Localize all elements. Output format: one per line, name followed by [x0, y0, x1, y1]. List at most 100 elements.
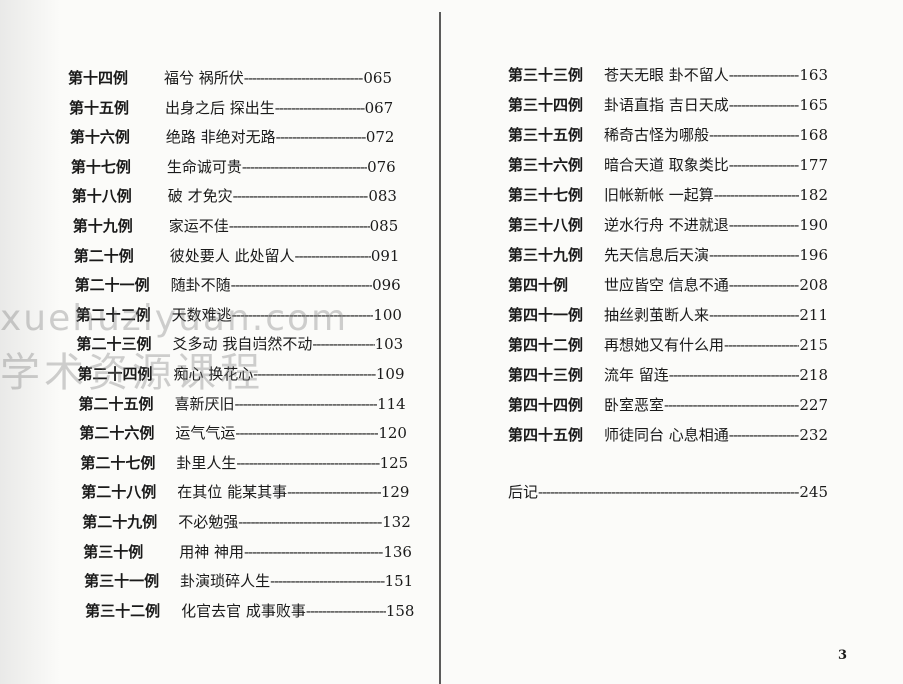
leader-dashes: ----------------------------------------…	[305, 601, 386, 620]
entry-page: 190	[799, 216, 828, 234]
leader-dashes: ----------------------------------------…	[243, 542, 383, 561]
leader-dashes: ----------------------------------------…	[312, 335, 375, 354]
entry-title: 化官去官 成事败事	[181, 601, 306, 620]
leader-dashes: ----------------------------------------…	[664, 396, 800, 414]
entry-title: 出身之后 探出生	[164, 98, 275, 117]
toc-entry: 第三十八例 逆水行舟 不进就退--------------------------…	[508, 216, 828, 234]
entry-number: 第二十五例	[78, 394, 154, 413]
entry-number: 第四十例	[508, 276, 569, 294]
entry-title: 福兮 祸所伏	[164, 69, 244, 87]
toc-entry: 第三十七例 旧帐新帐 一起算---------------------------…	[508, 186, 828, 204]
toc-entry: 第十八例 破 才免灾 -------------------------------…	[72, 187, 397, 205]
entry-title: 师徒同台 心息相通	[604, 426, 729, 444]
entry-title: 卧室恶室	[604, 396, 665, 414]
entry-page: 218	[799, 366, 828, 384]
entry-number: 第二十二例	[75, 305, 151, 324]
entry-page: 211	[799, 306, 828, 324]
entry-page: 109	[375, 365, 405, 383]
entry-page: 232	[799, 426, 828, 444]
entry-number: 第四十一例	[508, 306, 584, 324]
leader-dashes: ----------------------------------------…	[724, 336, 799, 354]
toc-entry: 第三十九例 先天信息后天演----------------------------…	[508, 246, 828, 264]
toc-entry: 第三十五例 稀奇古怪为哪般----------------------------…	[508, 126, 828, 144]
entry-number: 第三十例	[83, 542, 144, 561]
toc-entry: 第二十四例 痴心 换花心 -----------------------------…	[78, 365, 405, 383]
leader-dashes: ----------------------------------------…	[287, 483, 381, 502]
leader-dashes: ----------------------------------------…	[241, 157, 368, 176]
toc-entry: 第四十一例 抽丝剥茧断人来----------------------------…	[508, 306, 828, 324]
entry-page: 215	[799, 336, 828, 354]
entry-title: 再想她又有什么用	[604, 336, 725, 354]
toc-entry: 第十五例 出身之后 探出生----------------------------…	[69, 99, 393, 117]
leader-dashes: ----------------------------------------…	[709, 246, 799, 264]
leader-dashes: ----------------------------------------…	[709, 306, 799, 324]
entry-title: 不必勉强	[178, 513, 239, 531]
toc-entry: 第二十七例 卦里人生 -------------------------------…	[80, 454, 408, 472]
entry-page: 168	[799, 126, 828, 144]
entry-title: 旧帐新帐 一起算	[604, 186, 714, 204]
leader-dashes: ----------------------------------------…	[238, 513, 382, 531]
leader-dashes: ----------------------------------------…	[728, 96, 800, 114]
entry-page: 072	[365, 128, 395, 147]
entry-page: 182	[799, 186, 828, 204]
entry-number: 第二十一例	[74, 276, 150, 295]
entry-number: 第三十六例	[508, 156, 584, 174]
leader-dashes: ----------------------------------------…	[230, 276, 372, 295]
entry-number: 第二十三例	[76, 335, 152, 354]
entry-number: 第二十六例	[79, 424, 155, 443]
toc-entry: 第三十二例 化官去官 成事败事--------------------------…	[85, 602, 414, 620]
leader-dashes: ----------------------------------------…	[228, 217, 370, 235]
entry-title: 抽丝剥茧断人来	[604, 306, 710, 324]
toc-entry: 第四十四例 卧室恶室 -------------------------------…	[508, 396, 828, 414]
toc-entry: 第三十三例 苍天无眼 卦不留人--------------------------…	[508, 66, 828, 84]
entry-number: 第二十四例	[77, 365, 153, 383]
entry-title: 卦里人生	[176, 453, 237, 472]
leader-dashes: ----------------------------------------…	[270, 572, 385, 591]
leader-dashes: ----------------------------------------…	[275, 128, 366, 147]
entry-page: 096	[372, 276, 401, 295]
entry-title: 卦语直指 吉日天成	[604, 96, 729, 114]
entry-title: 苍天无眼 卦不留人	[604, 66, 729, 84]
entry-title: 在其位 能某其事	[177, 483, 288, 502]
leader-dashes: ----------------------------------------…	[232, 187, 369, 206]
entry-number: 第十六例	[69, 128, 130, 147]
entry-page: 151	[384, 572, 414, 591]
entry-title: 卦演琐碎人生	[180, 572, 271, 591]
entry-title: 家运不佳	[168, 217, 229, 235]
entry-number: 第四十二例	[508, 336, 584, 354]
entry-number: 第三十九例	[508, 246, 584, 264]
toc-entry-afterword: 后记 -------------------------------------…	[508, 483, 828, 501]
entry-number: 第二十例	[73, 246, 134, 265]
entry-number: 第十四例	[68, 69, 129, 87]
entry-number: 第十七例	[70, 157, 131, 176]
entry-page: 103	[374, 335, 404, 354]
leader-dashes: ----------------------------------------…	[728, 276, 800, 294]
leader-dashes: ----------------------------------------…	[709, 126, 799, 144]
entry-title: 世应皆空 信息不通	[604, 276, 729, 294]
toc-entry: 第十四例 福兮 祸所伏------------------------------…	[68, 69, 392, 87]
entry-page: 163	[799, 66, 828, 84]
page-gutter-divider	[439, 12, 441, 684]
toc-entry: 第二十五例 喜新厌旧 -------------------------------…	[78, 395, 405, 413]
entry-page: 196	[799, 246, 828, 264]
entry-page: 085	[369, 217, 399, 235]
leader-dashes: ----------------------------------------…	[235, 424, 378, 443]
toc-entry: 第三十例 用神 神用 -------------------------------…	[83, 543, 412, 561]
toc-entry: 第二十三例 爻多动 我自岿然不动-------------------------…	[77, 335, 404, 353]
entry-number: 第四十五例	[508, 426, 584, 444]
entry-page: 114	[377, 394, 406, 413]
entry-title: 生命诚可贵	[166, 157, 242, 176]
entry-page: 227	[799, 396, 828, 414]
entry-number: 第三十八例	[508, 216, 584, 234]
toc-entry: 第十七例 生命诚可贵 -------------------------------…	[71, 158, 396, 176]
entry-page: 076	[367, 157, 396, 176]
entry-title: 用神 神用	[179, 542, 244, 561]
entry-number: 第二十九例	[82, 513, 158, 531]
entry-page: 129	[380, 483, 410, 502]
toc-entry: 第四十三例 流年 留连 ------------------------------…	[508, 366, 828, 384]
afterword-page: 245	[799, 483, 828, 501]
entry-title: 爻多动 我自岿然不动	[172, 335, 313, 354]
entry-number: 第三十三例	[508, 66, 584, 84]
toc-entry: 第四十五例 师徒同台 心息相通--------------------------…	[508, 426, 828, 444]
leader-dashes: ----------------------------------------…	[668, 366, 800, 384]
